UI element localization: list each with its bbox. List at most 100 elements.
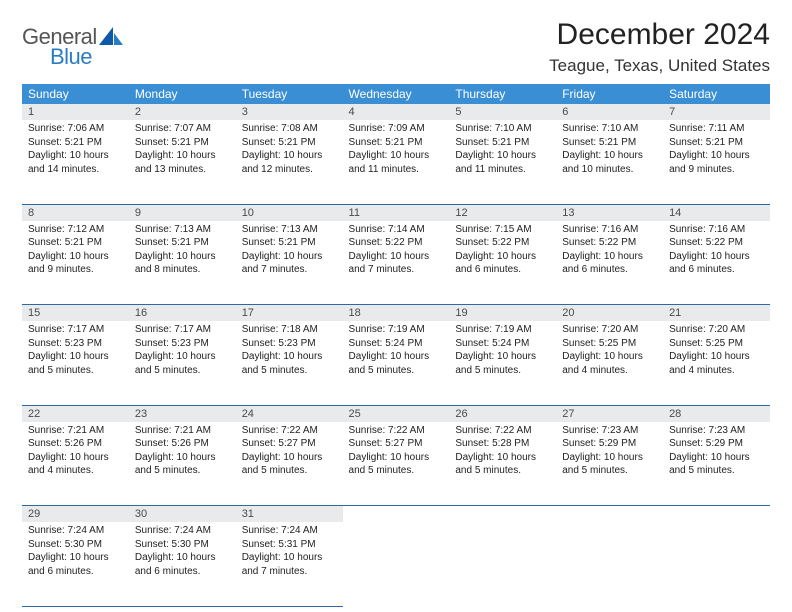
day-content-row: Sunrise: 7:21 AMSunset: 5:26 PMDaylight:… <box>22 422 770 506</box>
day-number: 24 <box>242 408 254 420</box>
day-number-cell: 29 <box>22 506 129 523</box>
sunrise-text: Sunrise: 7:07 AM <box>135 122 230 136</box>
day-number-cell: 9 <box>129 204 236 221</box>
day-number: 15 <box>28 307 40 319</box>
daylight-text: Daylight: 10 hours and 7 minutes. <box>242 551 337 578</box>
daylight-text: Daylight: 10 hours and 5 minutes. <box>28 350 123 377</box>
sunset-text: Sunset: 5:22 PM <box>349 236 444 250</box>
day-content-cell: Sunrise: 7:14 AMSunset: 5:22 PMDaylight:… <box>343 221 450 305</box>
day-number-cell: 28 <box>663 405 770 422</box>
day-number-cell <box>556 506 663 523</box>
day-number-cell: 2 <box>129 104 236 120</box>
day-content-row: Sunrise: 7:12 AMSunset: 5:21 PMDaylight:… <box>22 221 770 305</box>
daylight-text: Daylight: 10 hours and 4 minutes. <box>562 350 657 377</box>
day-number: 10 <box>242 207 254 219</box>
day-content-cell: Sunrise: 7:16 AMSunset: 5:22 PMDaylight:… <box>556 221 663 305</box>
day-content-row: Sunrise: 7:17 AMSunset: 5:23 PMDaylight:… <box>22 321 770 405</box>
day-number: 8 <box>28 207 34 219</box>
daylight-text: Daylight: 10 hours and 5 minutes. <box>455 350 550 377</box>
day-number: 17 <box>242 307 254 319</box>
day-number-cell: 18 <box>343 305 450 322</box>
daylight-text: Daylight: 10 hours and 10 minutes. <box>562 149 657 176</box>
sunset-text: Sunset: 5:22 PM <box>455 236 550 250</box>
day-content-row: Sunrise: 7:24 AMSunset: 5:30 PMDaylight:… <box>22 522 770 606</box>
day-number: 18 <box>349 307 361 319</box>
sunset-text: Sunset: 5:26 PM <box>135 437 230 451</box>
sunset-text: Sunset: 5:21 PM <box>455 136 550 150</box>
sunrise-text: Sunrise: 7:24 AM <box>135 524 230 538</box>
sunrise-text: Sunrise: 7:17 AM <box>135 323 230 337</box>
day-number-cell: 4 <box>343 104 450 120</box>
day-number-cell: 5 <box>449 104 556 120</box>
day-content-cell: Sunrise: 7:24 AMSunset: 5:30 PMDaylight:… <box>129 522 236 606</box>
day-number-cell <box>449 506 556 523</box>
sunrise-text: Sunrise: 7:24 AM <box>28 524 123 538</box>
daylight-text: Daylight: 10 hours and 7 minutes. <box>242 250 337 277</box>
daylight-text: Daylight: 10 hours and 5 minutes. <box>669 451 764 478</box>
daylight-text: Daylight: 10 hours and 5 minutes. <box>349 350 444 377</box>
page-header: General Blue December 2024 Teague, Texas… <box>22 18 770 76</box>
daylight-text: Daylight: 10 hours and 4 minutes. <box>669 350 764 377</box>
sunset-text: Sunset: 5:24 PM <box>455 337 550 351</box>
day-number: 27 <box>562 408 574 420</box>
sunrise-text: Sunrise: 7:09 AM <box>349 122 444 136</box>
logo-text-block: General Blue <box>22 24 125 70</box>
sunset-text: Sunset: 5:21 PM <box>135 136 230 150</box>
day-content-cell: Sunrise: 7:21 AMSunset: 5:26 PMDaylight:… <box>129 422 236 506</box>
day-content-cell: Sunrise: 7:21 AMSunset: 5:26 PMDaylight:… <box>22 422 129 506</box>
day-content-cell: Sunrise: 7:06 AMSunset: 5:21 PMDaylight:… <box>22 120 129 204</box>
day-number-cell: 13 <box>556 204 663 221</box>
daylight-text: Daylight: 10 hours and 7 minutes. <box>349 250 444 277</box>
sunrise-text: Sunrise: 7:20 AM <box>669 323 764 337</box>
day-number-cell: 25 <box>343 405 450 422</box>
day-number: 30 <box>135 508 147 520</box>
logo: General Blue <box>22 24 125 70</box>
day-number-cell: 11 <box>343 204 450 221</box>
day-content-cell: Sunrise: 7:24 AMSunset: 5:30 PMDaylight:… <box>22 522 129 606</box>
daylight-text: Daylight: 10 hours and 6 minutes. <box>135 551 230 578</box>
sunset-text: Sunset: 5:26 PM <box>28 437 123 451</box>
day-content-cell: Sunrise: 7:22 AMSunset: 5:27 PMDaylight:… <box>343 422 450 506</box>
day-content-cell <box>556 522 663 606</box>
day-number-row: 15161718192021 <box>22 305 770 322</box>
day-number-cell: 6 <box>556 104 663 120</box>
daylight-text: Daylight: 10 hours and 14 minutes. <box>28 149 123 176</box>
daylight-text: Daylight: 10 hours and 11 minutes. <box>455 149 550 176</box>
daylight-text: Daylight: 10 hours and 6 minutes. <box>562 250 657 277</box>
daylight-text: Daylight: 10 hours and 4 minutes. <box>28 451 123 478</box>
day-content-cell: Sunrise: 7:20 AMSunset: 5:25 PMDaylight:… <box>556 321 663 405</box>
sunrise-text: Sunrise: 7:14 AM <box>349 223 444 237</box>
sunrise-text: Sunrise: 7:16 AM <box>562 223 657 237</box>
daylight-text: Daylight: 10 hours and 5 minutes. <box>135 451 230 478</box>
title-block: December 2024 Teague, Texas, United Stat… <box>549 18 770 76</box>
day-number-cell: 17 <box>236 305 343 322</box>
sunrise-text: Sunrise: 7:13 AM <box>242 223 337 237</box>
sunset-text: Sunset: 5:25 PM <box>562 337 657 351</box>
day-number-cell: 1 <box>22 104 129 120</box>
daylight-text: Daylight: 10 hours and 9 minutes. <box>28 250 123 277</box>
day-number: 26 <box>455 408 467 420</box>
day-number: 29 <box>28 508 40 520</box>
day-content-cell <box>343 522 450 606</box>
sunrise-text: Sunrise: 7:20 AM <box>562 323 657 337</box>
sunset-text: Sunset: 5:27 PM <box>242 437 337 451</box>
day-number-cell: 14 <box>663 204 770 221</box>
day-number-cell: 26 <box>449 405 556 422</box>
sunrise-text: Sunrise: 7:23 AM <box>669 424 764 438</box>
day-number-cell: 3 <box>236 104 343 120</box>
sunrise-text: Sunrise: 7:10 AM <box>455 122 550 136</box>
logo-word-blue: Blue <box>50 44 125 70</box>
day-content-cell: Sunrise: 7:12 AMSunset: 5:21 PMDaylight:… <box>22 221 129 305</box>
sunset-text: Sunset: 5:30 PM <box>135 538 230 552</box>
day-number: 23 <box>135 408 147 420</box>
calendar-page: General Blue December 2024 Teague, Texas… <box>0 0 792 607</box>
sunset-text: Sunset: 5:31 PM <box>242 538 337 552</box>
sunset-text: Sunset: 5:21 PM <box>28 236 123 250</box>
day-content-cell: Sunrise: 7:09 AMSunset: 5:21 PMDaylight:… <box>343 120 450 204</box>
calendar-header-row: Sunday Monday Tuesday Wednesday Thursday… <box>22 84 770 104</box>
sunset-text: Sunset: 5:21 PM <box>242 236 337 250</box>
day-content-cell: Sunrise: 7:18 AMSunset: 5:23 PMDaylight:… <box>236 321 343 405</box>
sunset-text: Sunset: 5:29 PM <box>669 437 764 451</box>
calendar-body: 1234567Sunrise: 7:06 AMSunset: 5:21 PMDa… <box>22 104 770 606</box>
daylight-text: Daylight: 10 hours and 9 minutes. <box>669 149 764 176</box>
